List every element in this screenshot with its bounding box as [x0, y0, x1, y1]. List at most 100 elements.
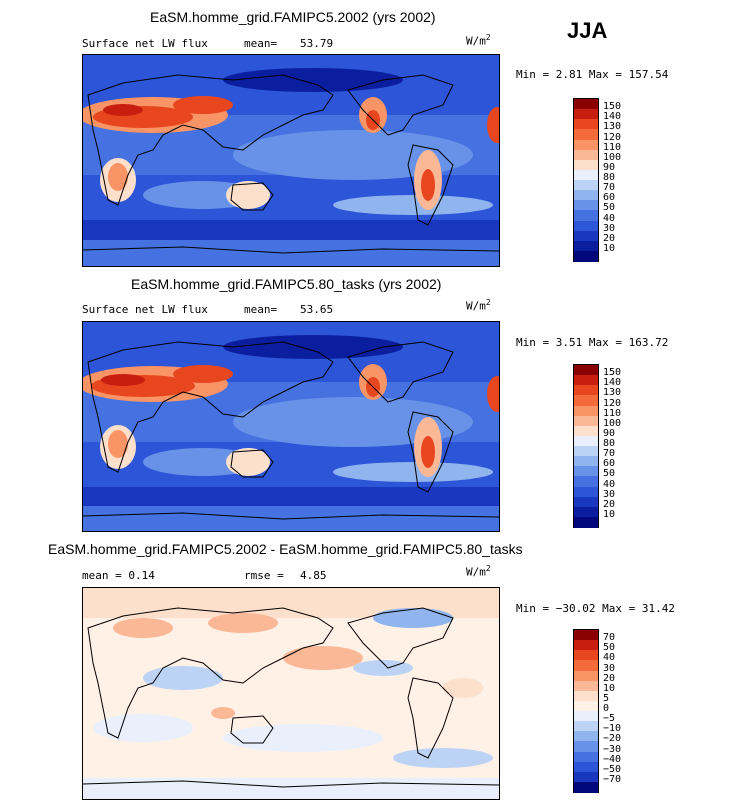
colorbar-tick-label: 50	[603, 642, 616, 654]
colorbar-swatch	[574, 761, 598, 773]
colorbar-swatch	[574, 425, 598, 437]
colorbar-swatch	[574, 190, 598, 201]
colorbar-swatch	[574, 650, 598, 661]
colorbar-tick-label: 100	[603, 417, 622, 429]
colorbar-tick-label: −50	[603, 763, 622, 775]
panel2-units: W/m2	[466, 298, 491, 313]
colorbar-tick-label: 130	[603, 387, 622, 399]
colorbar-swatch	[574, 109, 598, 120]
colorbar-swatch	[574, 751, 598, 763]
colorbar-tick-label: 10	[603, 508, 616, 520]
panel2-field	[83, 322, 499, 531]
colorbar-tick-label: −5	[603, 713, 616, 725]
colorbar-tick-label: 120	[603, 397, 622, 409]
colorbar-swatch	[574, 690, 598, 702]
colorbar-swatch	[574, 476, 598, 487]
colorbar-tick-label: 70	[603, 448, 616, 460]
colorbar-swatch	[574, 180, 598, 191]
panel2-title: EaSM.homme_grid.FAMIPC5.80_tasks (yrs 20…	[131, 276, 442, 292]
colorbar-tick-label: 110	[603, 407, 622, 419]
colorbar-swatch	[574, 385, 598, 396]
colorbar-swatch	[574, 210, 598, 221]
colorbar-tick-label: 10	[603, 682, 616, 694]
colorbar-swatch	[574, 129, 598, 140]
panel2-map	[82, 321, 500, 532]
colorbar-tick-label: 5	[603, 692, 610, 704]
colorbar-tick-label: 40	[603, 478, 616, 490]
colorbar-swatch	[574, 781, 598, 793]
colorbar-swatch	[574, 149, 598, 161]
colorbar-tick-label: 60	[603, 192, 616, 204]
colorbar-swatch	[574, 435, 598, 447]
panel1-field	[83, 55, 499, 266]
colorbar-tick-label: 70	[603, 632, 616, 644]
colorbar-swatch	[574, 741, 598, 752]
colorbar-swatch	[574, 721, 598, 732]
colorbar-tick-label: 40	[603, 652, 616, 664]
colorbar-tick-label: 130	[603, 121, 622, 133]
panel1-map	[82, 54, 500, 267]
colorbar-swatch	[574, 200, 598, 211]
colorbar-swatch	[574, 395, 598, 406]
colorbar-tick-label: 150	[603, 101, 622, 113]
colorbar-swatch	[574, 660, 598, 671]
panel3-mean: mean = 0.14	[82, 569, 155, 582]
colorbar-tick-label: −70	[603, 773, 622, 785]
panel1-units: W/m2	[466, 33, 491, 48]
panel3-colorbar	[573, 629, 599, 793]
colorbar-swatch	[574, 680, 598, 692]
season-label: JJA	[567, 18, 608, 43]
colorbar-tick-label: 40	[603, 212, 616, 224]
colorbar-tick-label: 30	[603, 488, 616, 500]
colorbar-tick-label: 140	[603, 111, 622, 123]
colorbar-tick-label: 120	[603, 131, 622, 143]
colorbar-tick-label: 20	[603, 232, 616, 244]
panel3-units: W/m2	[466, 564, 491, 579]
colorbar-swatch	[574, 516, 598, 528]
colorbar-tick-label: −10	[603, 723, 622, 735]
colorbar-swatch	[574, 640, 598, 651]
colorbar-tick-label: 0	[603, 703, 610, 714]
panel2-colorbar	[573, 364, 599, 528]
colorbar-tick-label: −20	[603, 733, 622, 745]
colorbar-swatch	[574, 119, 598, 130]
colorbar-swatch	[574, 375, 598, 386]
colorbar-tick-label: 20	[603, 672, 616, 684]
colorbar-swatch	[574, 169, 598, 181]
colorbar-swatch	[574, 670, 598, 682]
colorbar-swatch	[574, 159, 598, 171]
colorbar-swatch	[574, 415, 598, 427]
panel3-title: EaSM.homme_grid.FAMIPC5.2002 - EaSM.homm…	[48, 541, 523, 557]
colorbar-swatch	[574, 456, 598, 467]
colorbar-swatch	[574, 230, 598, 242]
panel1-mean-value: 53.79	[300, 37, 334, 50]
colorbar-tick-label: 140	[603, 377, 622, 389]
colorbar-tick-label: 50	[603, 202, 616, 214]
colorbar-swatch	[574, 99, 598, 110]
colorbar-swatch	[574, 630, 598, 641]
colorbar-swatch	[574, 700, 598, 712]
panel3-field	[83, 588, 499, 799]
colorbar-swatch	[574, 220, 598, 232]
panel2-mean-label: mean=	[244, 303, 278, 316]
colorbar-swatch	[574, 405, 598, 417]
panel3-rmse-label: rmse =	[244, 569, 284, 582]
panel1-variable: Surface net LW flux	[82, 37, 208, 50]
panel1-colorbar	[573, 98, 599, 262]
colorbar-swatch	[574, 139, 598, 151]
colorbar-swatch	[574, 506, 598, 518]
colorbar-tick-label: −30	[603, 743, 622, 755]
colorbar-swatch	[574, 771, 598, 783]
colorbar-tick-label: 90	[603, 161, 616, 173]
colorbar-tick-label: 50	[603, 468, 616, 480]
colorbar-swatch	[574, 365, 598, 376]
colorbar-tick-label: 60	[603, 458, 616, 470]
panel2-variable: Surface net LW flux	[82, 303, 208, 316]
colorbar-tick-label: 70	[603, 182, 616, 194]
colorbar-tick-label: 110	[603, 141, 622, 153]
panel2-minmax: Min = 3.51 Max = 163.72	[516, 336, 669, 349]
colorbar-tick-label: 30	[603, 222, 616, 234]
colorbar-swatch	[574, 711, 598, 722]
colorbar-swatch	[574, 731, 598, 742]
panel3-rmse-value: 4.85	[300, 569, 327, 582]
